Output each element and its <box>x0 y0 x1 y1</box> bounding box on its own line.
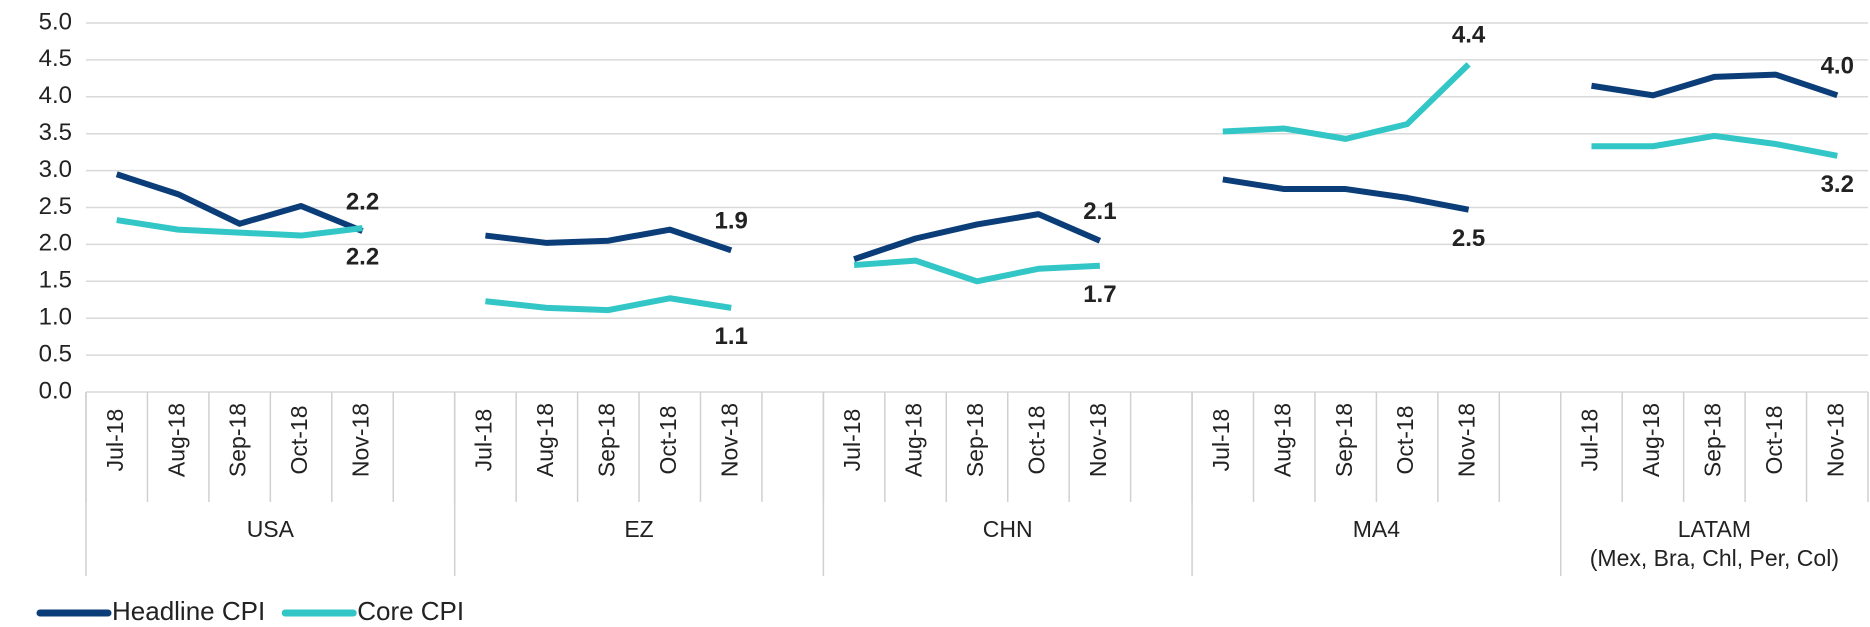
y-tick-label: 3.0 <box>39 156 72 183</box>
x-tick-label: Nov-18 <box>716 403 742 477</box>
legend-label: Headline CPI <box>112 596 265 626</box>
data-label: 2.2 <box>346 244 379 271</box>
series-line <box>1222 62 1471 142</box>
x-tick-label: Aug-18 <box>1269 403 1295 477</box>
x-tick-label: Aug-18 <box>901 403 927 477</box>
y-tick-label: 3.5 <box>39 119 72 146</box>
x-tick-label: Oct-18 <box>655 405 681 474</box>
x-tick-label: Sep-18 <box>1331 403 1357 477</box>
data-label: 1.1 <box>715 323 748 350</box>
series-line <box>485 295 732 314</box>
x-tick-label: Nov-18 <box>1454 403 1480 477</box>
x-tick-label: Oct-18 <box>1761 405 1787 474</box>
x-tick-label: Nov-18 <box>1085 403 1111 477</box>
x-tick-label: Aug-18 <box>1638 403 1664 477</box>
y-tick-label: 1.5 <box>39 267 72 294</box>
series-line <box>116 217 363 239</box>
x-tick-label: Jul-18 <box>102 409 128 472</box>
x-tick-label: Aug-18 <box>163 403 189 477</box>
data-label: 1.7 <box>1083 281 1116 308</box>
y-tick-label: 2.5 <box>39 193 72 220</box>
data-label: 4.0 <box>1821 53 1854 80</box>
x-tick-label: Nov-18 <box>1822 403 1848 477</box>
x-tick-label: Jul-18 <box>1577 409 1603 472</box>
y-tick-label: 2.0 <box>39 230 72 257</box>
series-line <box>1222 176 1470 213</box>
x-tick-label: Aug-18 <box>532 403 558 477</box>
y-tick-label: 4.0 <box>39 82 72 109</box>
series-line <box>485 226 733 254</box>
x-tick-label: Jul-18 <box>470 409 496 472</box>
data-label: 3.2 <box>1821 171 1854 198</box>
x-tick-label: Sep-18 <box>593 403 619 477</box>
group-label: EZ <box>624 516 653 542</box>
data-label: 2.2 <box>346 188 379 215</box>
series-line <box>1591 132 1838 159</box>
group-label: MA4 <box>1353 516 1401 542</box>
x-tick-label: Sep-18 <box>1699 403 1725 477</box>
legend-label: Core CPI <box>357 596 464 626</box>
x-tick-label: Sep-18 <box>962 403 988 477</box>
group-label: (Mex, Bra, Chl, Per, Col) <box>1590 545 1839 571</box>
group-label: USA <box>247 516 295 542</box>
y-tick-label: 0.5 <box>39 340 72 367</box>
series-line <box>853 211 1102 263</box>
x-tick-label: Sep-18 <box>225 403 251 477</box>
x-tick-label: Oct-18 <box>1392 405 1418 474</box>
series-line <box>115 171 364 234</box>
data-label: 2.5 <box>1452 225 1485 252</box>
x-tick-label: Jul-18 <box>1208 409 1234 472</box>
x-tick-label: Oct-18 <box>1024 405 1050 474</box>
y-tick-label: 4.5 <box>39 45 72 72</box>
group-label: CHN <box>983 516 1033 542</box>
x-tick-label: Jul-18 <box>839 409 865 472</box>
x-tick-label: Oct-18 <box>286 405 312 474</box>
series-line <box>853 257 1101 285</box>
data-label: 4.4 <box>1452 22 1486 49</box>
data-label: 1.9 <box>715 208 748 235</box>
y-tick-label: 1.0 <box>39 304 72 331</box>
series-line <box>1591 71 1839 99</box>
data-label: 2.1 <box>1083 198 1116 225</box>
y-tick-label: 0.0 <box>39 377 72 404</box>
group-label: LATAM <box>1678 516 1751 542</box>
y-tick-label: 5.0 <box>39 8 72 35</box>
x-tick-label: Nov-18 <box>348 403 374 477</box>
